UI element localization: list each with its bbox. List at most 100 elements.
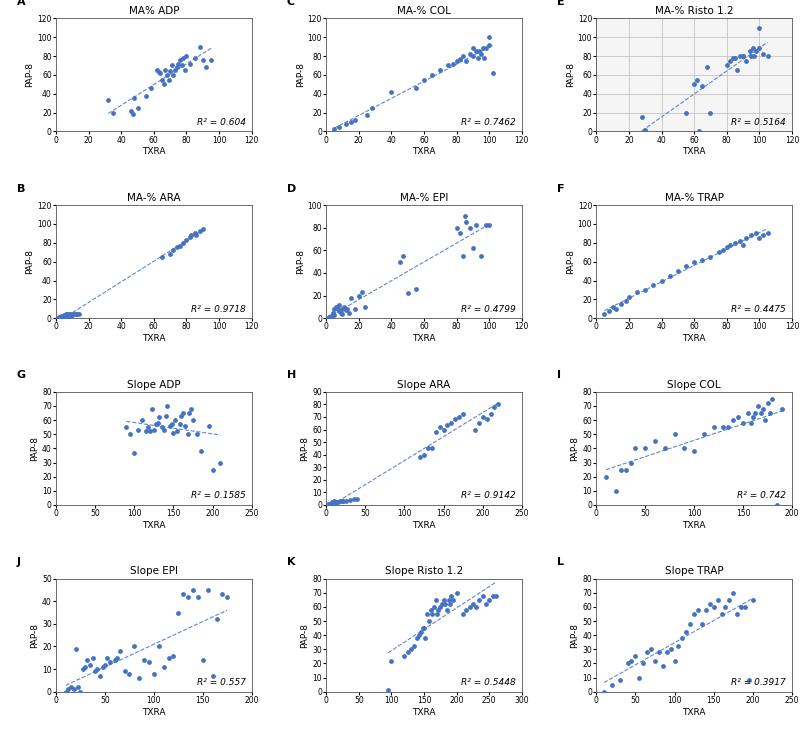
Point (336, 308, 349, 320)
Point (326, 496, 339, 508)
Point (691, 74, 704, 86)
Point (177, 237, 190, 249)
Text: R² = 0.9718: R² = 0.9718 (191, 305, 246, 314)
Point (398, 651, 411, 662)
Title: Slope EPI: Slope EPI (130, 567, 178, 576)
Point (619, 464, 632, 476)
Point (450, 222, 463, 234)
Point (147, 668, 160, 679)
Point (322, 313, 334, 324)
Point (470, 220, 482, 231)
Title: MA-% EPI: MA-% EPI (400, 193, 448, 203)
Point (740, 55, 753, 67)
Point (419, 632, 432, 644)
Point (341, 303, 354, 315)
Point (174, 240, 186, 252)
Text: I: I (557, 370, 561, 381)
Y-axis label: PAP-8: PAP-8 (301, 436, 310, 461)
Text: R² = 0.742: R² = 0.742 (737, 491, 786, 501)
Point (101, 652, 114, 664)
Point (463, 601, 476, 613)
Point (334, 307, 347, 318)
Point (344, 292, 357, 304)
Point (53, 311, 66, 323)
Point (328, 496, 341, 508)
Point (699, 604, 712, 616)
Point (753, 42, 766, 54)
Point (90, 663, 103, 675)
Point (202, 584, 214, 596)
Point (356, 286, 369, 298)
Point (402, 288, 414, 299)
X-axis label: TXRA: TXRA (682, 708, 706, 717)
Point (724, 239, 737, 250)
Point (742, 675, 755, 687)
Point (114, 645, 126, 657)
Point (678, 443, 690, 455)
Point (330, 496, 342, 508)
Point (156, 74, 169, 86)
Point (614, 298, 627, 310)
Point (470, 45, 482, 57)
Point (696, 81, 709, 92)
Point (695, 618, 708, 630)
Point (128, 93, 141, 105)
Point (453, 411, 466, 423)
Title: MA-% COL: MA-% COL (397, 6, 451, 16)
Point (194, 445, 207, 457)
Y-axis label: PAP-8: PAP-8 (30, 436, 39, 461)
Point (408, 640, 421, 652)
Point (622, 291, 635, 303)
Point (692, 604, 705, 616)
Point (703, 598, 716, 610)
Text: R² = 0.9142: R² = 0.9142 (462, 491, 516, 501)
Point (704, 251, 717, 263)
Point (463, 222, 476, 234)
Point (167, 427, 180, 438)
Point (120, 422, 133, 433)
Point (737, 417, 750, 429)
Point (191, 591, 204, 602)
Point (182, 407, 195, 419)
Point (177, 589, 190, 600)
Y-axis label: PAP-8: PAP-8 (301, 623, 310, 648)
Point (758, 414, 771, 426)
Point (454, 53, 466, 64)
Y-axis label: PAP-8: PAP-8 (296, 62, 305, 87)
Point (147, 424, 160, 436)
Point (98, 659, 111, 671)
Point (688, 608, 701, 620)
Point (59, 309, 72, 321)
Point (178, 64, 191, 76)
Point (740, 232, 753, 244)
Point (466, 42, 479, 54)
Point (193, 41, 206, 53)
Point (151, 417, 164, 429)
Point (635, 111, 648, 123)
Point (688, 255, 701, 267)
Point (156, 251, 169, 263)
Point (447, 594, 460, 605)
Point (343, 494, 356, 506)
Point (478, 52, 490, 64)
Point (412, 630, 425, 641)
Point (333, 305, 346, 317)
Point (645, 643, 658, 655)
Point (336, 303, 349, 315)
Point (61, 307, 74, 319)
Point (382, 684, 394, 696)
Point (126, 108, 139, 119)
Point (69, 307, 82, 319)
Point (445, 417, 458, 429)
Point (86, 652, 99, 664)
Text: K: K (287, 557, 295, 567)
Point (679, 261, 692, 272)
Point (169, 64, 182, 76)
Point (123, 668, 136, 679)
Point (144, 82, 157, 94)
Text: L: L (557, 557, 564, 567)
Point (657, 660, 670, 672)
Point (441, 604, 454, 616)
Point (680, 627, 693, 638)
Point (339, 118, 352, 130)
